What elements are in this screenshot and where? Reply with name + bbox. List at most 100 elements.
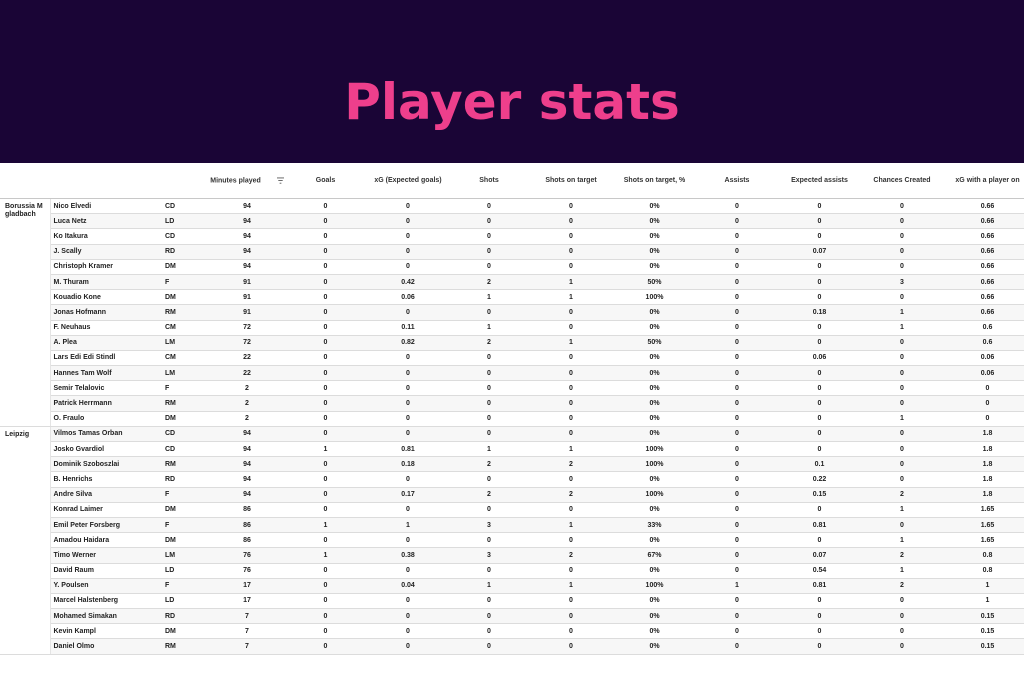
table-row[interactable]: Patrick Herrmann RM 2 0 0 0 0 0% 0 0 0 0 xyxy=(0,395,1024,412)
shots-cell: 0 xyxy=(457,638,521,655)
shots-on-target-pct-cell: 33% xyxy=(621,517,688,534)
table-row[interactable]: B. Henrichs RD 94 0 0 0 0 0% 0 0.22 0 1.8 xyxy=(0,471,1024,488)
xg-with-player-on-cell: 0.8 xyxy=(951,563,1024,579)
table-row[interactable]: Josko Gvardiol CD 94 1 0.81 1 1 100% 0 0 0 1.8 xyxy=(0,441,1024,458)
column-header-minutes[interactable]: Minutes played xyxy=(202,163,292,199)
club-name: Borussia M gladbach xyxy=(0,198,51,427)
shots-on-target-pct-cell: 0% xyxy=(621,638,688,655)
xg-with-player-on-cell: 0.66 xyxy=(951,198,1024,215)
chances-created-cell: 1 xyxy=(853,532,951,549)
column-header-xg[interactable]: xG (Expected goals) xyxy=(359,163,457,199)
minutes-cell: 91 xyxy=(202,289,292,306)
shots-cell: 1 xyxy=(457,578,521,594)
shots-on-target-cell: 0 xyxy=(521,380,621,397)
minutes-cell: 94 xyxy=(202,259,292,275)
shots-cell: 2 xyxy=(457,487,521,503)
xg-with-player-on-cell: 0.66 xyxy=(951,304,1024,321)
table-row[interactable]: David Raum LD 76 0 0 0 0 0% 0 0.54 1 0.8 xyxy=(0,563,1024,579)
goals-cell: 0 xyxy=(292,578,359,594)
shots-cell: 2 xyxy=(457,274,521,291)
goals-cell: 1 xyxy=(292,547,359,564)
column-header-shots-on-target[interactable]: Shots on target xyxy=(521,163,621,199)
minutes-cell: 94 xyxy=(202,198,292,215)
table-row[interactable]: Lars Edi Edi Stindl CM 22 0 0 0 0 0% 0 0.06 0 0.06 xyxy=(0,350,1024,367)
column-header-chances-created[interactable]: Chances Created xyxy=(853,163,951,199)
table-row[interactable]: F. Neuhaus CM 72 0 0.11 1 0 0% 0 0 1 0.6 xyxy=(0,320,1024,336)
chances-created-cell: 0 xyxy=(853,228,951,245)
table-row[interactable]: O. Fraulo DM 2 0 0 0 0 0% 0 0 1 0 xyxy=(0,411,1024,427)
xg-cell: 0.17 xyxy=(359,487,457,503)
shots-cell: 0 xyxy=(457,395,521,412)
column-header-goals[interactable]: Goals xyxy=(292,163,359,199)
column-header-assists[interactable]: Assists xyxy=(688,163,786,199)
assists-cell: 0 xyxy=(688,198,786,215)
table-row[interactable]: Leipzig Vilmos Tamas Orban CD 94 0 0 0 0 0% 0 0 0 1.… xyxy=(0,426,1024,655)
table-row[interactable]: Emil Peter Forsberg F 86 1 1 3 1 33% 0 0.81 0 1.65 xyxy=(0,517,1024,534)
table-row[interactable]: J. Scally RD 94 0 0 0 0 0% 0 0.07 0 0.66 xyxy=(0,244,1024,260)
table-row[interactable]: Dominik Szoboszlai RM 94 0 0.18 2 2 100% 0 0.1 0 1.… xyxy=(0,456,1024,473)
expected-assists-cell: 0.18 xyxy=(786,304,853,321)
table-row[interactable]: M. Thuram F 91 0 0.42 2 1 50% 0 0 3 0.66 xyxy=(0,274,1024,291)
expected-assists-cell: 0 xyxy=(786,320,853,336)
assists-cell: 0 xyxy=(688,259,786,275)
table-row[interactable]: Mohamed Simakan RD 7 0 0 0 0 0% 0 0 0 0.15 xyxy=(0,608,1024,625)
table-row[interactable]: Borussia M gladbach Nico Elvedi CD 94 0 0 0 0 0%… xyxy=(0,198,1024,427)
table-row[interactable]: Y. Poulsen F 17 0 0.04 1 1 100% 1 0.81 2 1 xyxy=(0,578,1024,594)
table-row[interactable]: Kevin Kampl DM 7 0 0 0 0 0% 0 0 0 0.15 xyxy=(0,623,1024,640)
goals-cell: 0 xyxy=(292,228,359,245)
table-row[interactable]: Semir Telalovic F 2 0 0 0 0 0% 0 0 0 0 xyxy=(0,380,1024,397)
shots-on-target-pct-cell: 0% xyxy=(621,380,688,397)
table-row[interactable]: Ko Itakura CD 94 0 0 0 0 0% 0 0 0 0.66 xyxy=(0,228,1024,245)
table-row[interactable]: Jonas Hofmann RM 91 0 0 0 0 0% 0 0.18 1 0.66 xyxy=(0,304,1024,321)
shots-cell: 1 xyxy=(457,289,521,306)
minutes-cell: 94 xyxy=(202,213,292,230)
xg-with-player-on-cell: 1.8 xyxy=(951,471,1024,488)
table-row[interactable]: Christoph Kramer DM 94 0 0 0 0 0% 0 0 0 0.66 xyxy=(0,259,1024,275)
table-row[interactable]: Luca Netz LD 94 0 0 0 0 0% 0 0 0 0.66 xyxy=(0,213,1024,230)
goals-cell: 0 xyxy=(292,213,359,230)
column-header-expected-assists[interactable]: Expected assists xyxy=(786,163,853,199)
player-name: Ko Itakura xyxy=(50,228,163,245)
shots-on-target-pct-cell: 0% xyxy=(621,395,688,412)
shots-on-target-pct-cell: 100% xyxy=(621,487,688,503)
player-name: Konrad Laimer xyxy=(50,502,163,518)
chances-created-cell: 0 xyxy=(853,198,951,215)
xg-cell: 0 xyxy=(359,623,457,640)
shots-cell: 0 xyxy=(457,563,521,579)
minutes-cell: 91 xyxy=(202,274,292,291)
table-row[interactable]: Timo Werner LM 76 1 0.38 3 2 67% 0 0.07 2 0.8 xyxy=(0,547,1024,564)
assists-cell: 0 xyxy=(688,335,786,351)
position: RD xyxy=(163,471,202,488)
shots-on-target-cell: 1 xyxy=(521,274,621,291)
shots-on-target-cell: 0 xyxy=(521,198,621,215)
expected-assists-cell: 0.81 xyxy=(786,578,853,594)
shots-on-target-cell: 0 xyxy=(521,593,621,610)
table-row[interactable]: Marcel Halstenberg LD 17 0 0 0 0 0% 0 0 0 1 xyxy=(0,593,1024,610)
assists-cell: 0 xyxy=(688,213,786,230)
column-header-xg-with-player-on[interactable]: xG with a player on xyxy=(951,163,1024,199)
table-row[interactable]: Amadou Haidara DM 86 0 0 0 0 0% 0 0 1 1.65 xyxy=(0,532,1024,549)
table-row[interactable]: Andre Silva F 94 0 0.17 2 2 100% 0 0.15 2 1.8 xyxy=(0,487,1024,503)
table-row[interactable]: Daniel Olmo RM 7 0 0 0 0 0% 0 0 0 0.15 xyxy=(0,638,1024,655)
column-header-shots[interactable]: Shots xyxy=(457,163,521,199)
minutes-cell: 94 xyxy=(202,441,292,458)
position: LM xyxy=(163,547,202,564)
chances-created-cell: 0 xyxy=(853,213,951,230)
minutes-cell: 2 xyxy=(202,395,292,412)
player-header xyxy=(50,163,163,199)
table-row[interactable]: Kouadio Kone DM 91 0 0.06 1 1 100% 0 0 0 0.66 xyxy=(0,289,1024,306)
xg-cell: 0 xyxy=(359,471,457,488)
goals-cell: 0 xyxy=(292,380,359,397)
shots-cell: 0 xyxy=(457,228,521,245)
sort-filter-icon[interactable] xyxy=(276,177,284,184)
assists-cell: 0 xyxy=(688,395,786,412)
table-row[interactable]: Konrad Laimer DM 86 0 0 0 0 0% 0 0 1 1.65 xyxy=(0,502,1024,518)
column-header-shots-on-target-pct[interactable]: Shots on target, % xyxy=(621,163,688,199)
goals-cell: 0 xyxy=(292,563,359,579)
xg-cell: 0 xyxy=(359,259,457,275)
chances-created-cell: 1 xyxy=(853,411,951,427)
chances-created-cell: 2 xyxy=(853,547,951,564)
shots-on-target-cell: 1 xyxy=(521,289,621,306)
table-row[interactable]: Hannes Tam Wolf LM 22 0 0 0 0 0% 0 0 0 0.06 xyxy=(0,365,1024,382)
table-row[interactable]: A. Plea LM 72 0 0.82 2 1 50% 0 0 0 0.6 xyxy=(0,335,1024,351)
